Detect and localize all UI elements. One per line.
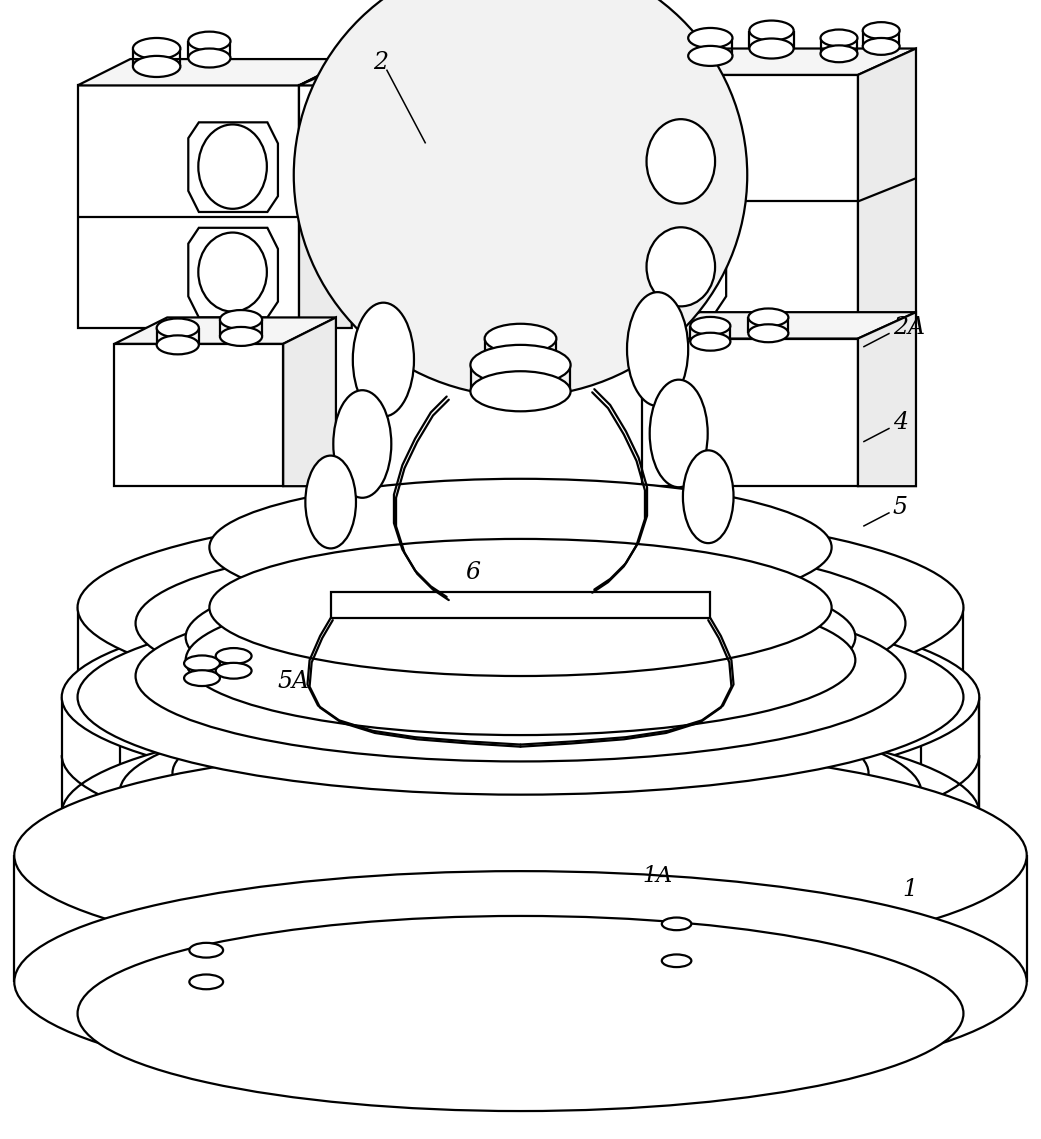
Polygon shape [299,85,383,218]
Ellipse shape [748,309,788,327]
Ellipse shape [748,325,788,342]
Ellipse shape [173,640,868,796]
Ellipse shape [78,599,963,795]
Ellipse shape [185,563,856,712]
Ellipse shape [199,124,266,208]
Ellipse shape [78,916,963,1111]
Ellipse shape [173,695,868,851]
Polygon shape [636,49,694,202]
Ellipse shape [750,21,793,41]
Ellipse shape [333,391,391,498]
Polygon shape [636,75,858,322]
Ellipse shape [185,585,856,735]
Ellipse shape [471,345,570,385]
Ellipse shape [690,317,731,335]
Ellipse shape [688,28,733,48]
Polygon shape [78,85,299,328]
Ellipse shape [120,704,921,880]
Ellipse shape [353,303,414,417]
Ellipse shape [863,38,899,55]
Ellipse shape [156,335,199,354]
Ellipse shape [188,49,230,67]
Ellipse shape [305,456,356,548]
Ellipse shape [133,38,180,59]
Ellipse shape [220,310,262,329]
Polygon shape [858,49,916,322]
Polygon shape [636,222,727,312]
Ellipse shape [215,648,252,664]
Ellipse shape [662,918,691,931]
Polygon shape [858,312,916,486]
Text: 5: 5 [893,495,908,518]
Ellipse shape [189,975,223,990]
Ellipse shape [15,871,1026,1092]
Ellipse shape [471,371,570,411]
Polygon shape [557,75,636,202]
Ellipse shape [863,22,899,39]
Ellipse shape [820,30,858,47]
Polygon shape [78,59,352,85]
Polygon shape [299,59,352,328]
Ellipse shape [646,120,715,204]
Polygon shape [636,49,916,75]
Polygon shape [636,117,727,206]
Ellipse shape [648,649,683,665]
Polygon shape [642,312,916,338]
Ellipse shape [135,538,906,708]
Ellipse shape [189,943,223,958]
Ellipse shape [61,713,980,913]
Polygon shape [115,318,336,344]
Polygon shape [188,122,278,212]
Text: 6: 6 [465,562,481,584]
Polygon shape [557,49,694,75]
Ellipse shape [135,591,906,762]
Ellipse shape [78,510,963,705]
Ellipse shape [820,46,858,63]
Polygon shape [299,63,431,85]
Ellipse shape [294,0,747,396]
Polygon shape [283,318,336,486]
Polygon shape [383,63,431,218]
Ellipse shape [184,655,220,671]
Text: 2: 2 [373,51,388,74]
Ellipse shape [184,670,220,686]
Polygon shape [331,591,710,618]
Polygon shape [642,338,858,486]
Ellipse shape [215,663,252,679]
Ellipse shape [485,323,556,353]
Polygon shape [115,344,283,486]
Text: 1: 1 [903,877,917,901]
Ellipse shape [220,659,821,794]
Ellipse shape [209,539,832,677]
Ellipse shape [485,350,556,379]
Ellipse shape [199,232,266,312]
Ellipse shape [220,688,821,822]
Ellipse shape [750,39,793,58]
Text: 1A: 1A [643,866,674,887]
Text: 5A: 5A [278,670,310,693]
Ellipse shape [120,620,921,796]
Ellipse shape [683,450,734,543]
Ellipse shape [15,745,1026,966]
Ellipse shape [220,327,262,346]
Ellipse shape [648,634,683,650]
Ellipse shape [662,954,691,967]
Ellipse shape [627,292,688,405]
Ellipse shape [156,319,199,337]
Ellipse shape [133,56,180,77]
Polygon shape [188,228,278,318]
Ellipse shape [690,333,731,351]
Text: 2A: 2A [893,317,924,339]
Ellipse shape [646,228,715,306]
Text: 4: 4 [893,411,908,434]
Ellipse shape [688,46,733,66]
Ellipse shape [61,597,980,797]
Ellipse shape [650,379,708,487]
Ellipse shape [188,32,230,50]
Ellipse shape [209,478,832,616]
